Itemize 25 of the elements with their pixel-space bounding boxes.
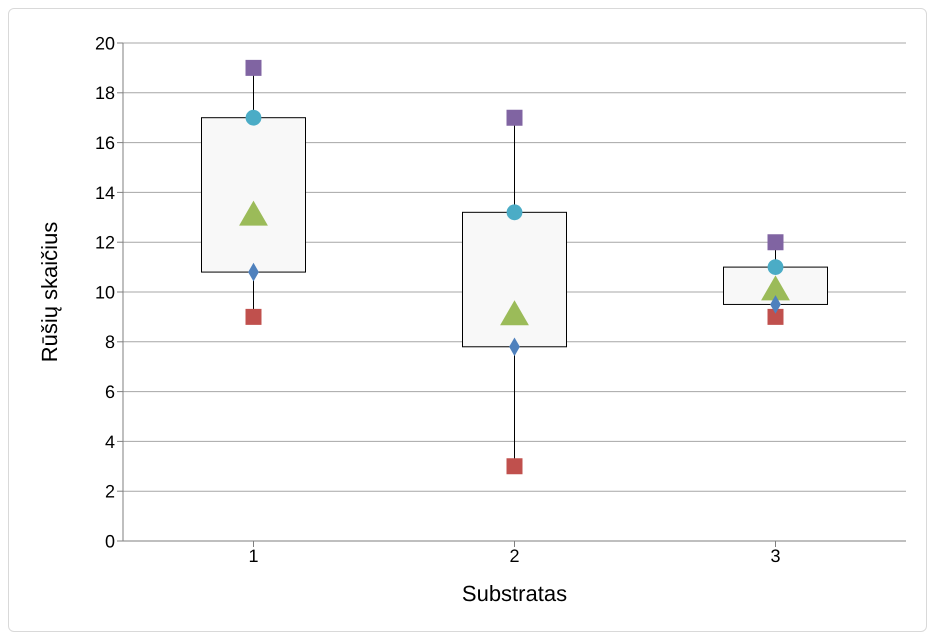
y-tick-label: 14 <box>94 182 115 203</box>
y-tick-label: 20 <box>94 33 115 54</box>
point <box>246 60 262 76</box>
point <box>768 234 784 250</box>
x-tick-label: 3 <box>770 546 781 566</box>
point <box>768 259 784 275</box>
y-tick-label: 6 <box>104 382 115 402</box>
y-tick-label: 0 <box>104 531 115 552</box>
point <box>246 110 262 126</box>
point <box>246 308 262 325</box>
point <box>506 458 522 474</box>
point <box>506 204 522 220</box>
y-tick-label: 4 <box>104 432 115 452</box>
x-tick-label: 2 <box>509 546 520 566</box>
y-axis-title: Rūšių skaičius <box>36 222 62 362</box>
y-tick-label: 12 <box>94 232 115 253</box>
y-tick-label: 16 <box>94 132 115 153</box>
point <box>768 308 784 325</box>
x-axis-title: Substratas <box>462 581 568 606</box>
y-tick-label: 10 <box>94 282 115 302</box>
point <box>506 110 522 126</box>
x-tick-label: 1 <box>248 546 259 566</box>
y-tick-label: 8 <box>104 332 115 352</box>
y-tick-label: 2 <box>104 482 115 502</box>
y-tick-label: 18 <box>94 83 115 104</box>
